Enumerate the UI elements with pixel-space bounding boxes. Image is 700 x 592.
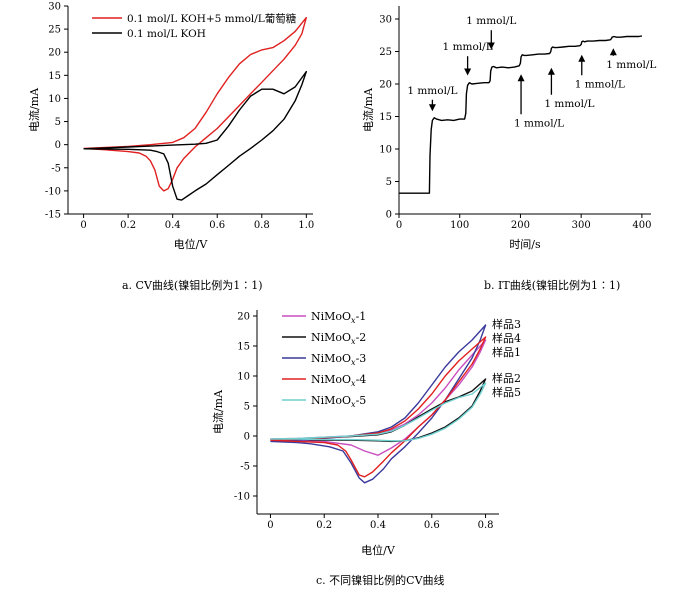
x-tick-label: 0 bbox=[267, 520, 273, 531]
y-tick-label: 20 bbox=[237, 312, 250, 323]
annotation-arrow-head bbox=[517, 74, 525, 82]
sample-label-3: 样品1 bbox=[492, 345, 521, 359]
legend-label-5: NiMoOx-5 bbox=[311, 394, 366, 409]
annotation-label-6: 1 mmol/L bbox=[575, 78, 625, 90]
caption-c: c. 不同镍钼比例的CV曲线 bbox=[316, 574, 445, 587]
legend-label-1: 0.1 mol/L KOH+5 mmol/L葡萄糖 bbox=[127, 12, 297, 25]
annotation-label-7: 1 mmol/L bbox=[606, 59, 656, 71]
y-tick-label: 20 bbox=[48, 48, 61, 59]
sample-label-2: 样品4 bbox=[492, 331, 521, 345]
x-tick-label: 0.2 bbox=[120, 220, 136, 231]
annotation-arrow-head bbox=[464, 68, 472, 76]
y-axis-label: 电流/mA bbox=[211, 389, 225, 434]
cv-chart-c: 0 0.2 0.4 0.6 0.8 -10 -5 0 5 10 15 20 电位/V 电流/mA NiMoO… bbox=[211, 310, 521, 557]
legend-label-3: NiMoOx-3 bbox=[311, 352, 366, 367]
series-line-4 bbox=[270, 336, 487, 478]
y-tick-label: 0 bbox=[244, 432, 250, 443]
annotation-arrow-head bbox=[487, 42, 495, 50]
y-tick-label: 5 bbox=[244, 402, 250, 413]
cv-chart-a: 0 0.2 0.4 0.6 0.8 1.0 -15 -10 -5 0 5 10 15 20 25 30 电位/V… bbox=[27, 2, 314, 252]
caption-a: a. CV曲线(镍钼比例为1∶1) bbox=[122, 279, 263, 292]
series-line-2 bbox=[83, 70, 307, 201]
x-tick-label: 0 bbox=[396, 220, 402, 231]
y-axis-label: 电流/mA bbox=[27, 87, 41, 132]
annotation-label-4: 1 mmol/L bbox=[514, 117, 564, 129]
y-tick-label: 10 bbox=[237, 372, 250, 383]
caption-b: b. IT曲线(镍钼比例为1∶1) bbox=[484, 279, 621, 292]
series-line-5 bbox=[270, 382, 487, 442]
annotation-label-5: 1 mmol/L bbox=[544, 98, 594, 110]
x-tick-label: 0.2 bbox=[316, 520, 332, 531]
it-chart-b: 0 100 200 300 400 0 5 10 15 20 25 30 时间/s 电流/mA 1 mmol… bbox=[361, 6, 656, 251]
x-axis-label: 时间/s bbox=[509, 238, 541, 251]
x-axis-label: 电位/V bbox=[361, 543, 396, 557]
y-tick-label: 0 bbox=[55, 140, 61, 151]
x-tick-label: 100 bbox=[450, 220, 469, 231]
y-tick-label: -5 bbox=[51, 163, 61, 174]
x-tick-label: 0.6 bbox=[209, 220, 225, 231]
y-tick-label: 30 bbox=[379, 15, 392, 26]
x-axis-label: 电位/V bbox=[174, 237, 209, 251]
x-tick-label: 0.8 bbox=[478, 520, 494, 531]
y-tick-label: 20 bbox=[379, 80, 392, 91]
y-tick-label: 15 bbox=[237, 342, 250, 353]
y-tick-label: -5 bbox=[240, 462, 250, 473]
x-tick-label: 0.4 bbox=[370, 520, 386, 531]
x-tick-label: 0 bbox=[80, 220, 86, 231]
annotation-label-3: 1 mmol/L bbox=[466, 15, 516, 27]
y-axis-label: 电流/mA bbox=[361, 87, 375, 132]
series-line-1 bbox=[83, 16, 307, 192]
y-tick-label: 15 bbox=[379, 112, 392, 123]
y-tick-label: 5 bbox=[386, 177, 392, 188]
y-tick-label: 25 bbox=[48, 25, 61, 36]
series-line-3 bbox=[270, 324, 487, 484]
y-tick-label: 5 bbox=[55, 117, 61, 128]
y-tick-label: 30 bbox=[48, 2, 61, 13]
y-tick-label: -10 bbox=[234, 492, 250, 503]
annotation-arrow-head bbox=[547, 67, 555, 75]
y-tick-label: -15 bbox=[45, 210, 61, 221]
x-tick-label: 0.8 bbox=[254, 220, 270, 231]
y-tick-label: 15 bbox=[48, 71, 61, 82]
annotation-arrow-head bbox=[428, 104, 436, 112]
annotation-arrow-head bbox=[578, 54, 586, 62]
y-tick-label: 25 bbox=[379, 47, 392, 58]
sample-label-4: 样品2 bbox=[492, 371, 521, 385]
series-line-1 bbox=[399, 35, 643, 194]
x-tick-label: 300 bbox=[572, 220, 591, 231]
x-tick-label: 400 bbox=[632, 220, 651, 231]
sample-label-5: 样品5 bbox=[492, 385, 521, 399]
y-tick-label: 0 bbox=[386, 210, 392, 221]
x-tick-label: 0.4 bbox=[165, 220, 181, 231]
y-tick-label: 10 bbox=[48, 94, 61, 105]
annotation-label-1: 1 mmol/L bbox=[407, 85, 457, 97]
x-tick-label: 200 bbox=[511, 220, 530, 231]
annotation-arrow-head bbox=[609, 48, 617, 56]
x-tick-label: 1.0 bbox=[298, 220, 314, 231]
legend-label-4: NiMoOx-4 bbox=[311, 373, 366, 388]
legend-label-2: NiMoOx-2 bbox=[311, 331, 366, 346]
y-tick-label: 10 bbox=[379, 145, 392, 156]
legend-label-1: NiMoOx-1 bbox=[311, 310, 366, 325]
annotation-label-2: 1 mmol/L bbox=[443, 41, 493, 53]
x-tick-label: 0.6 bbox=[424, 520, 440, 531]
legend-label-2: 0.1 mol/L KOH bbox=[127, 28, 206, 40]
sample-label-1: 样品3 bbox=[492, 317, 521, 331]
y-tick-label: -10 bbox=[45, 186, 61, 197]
